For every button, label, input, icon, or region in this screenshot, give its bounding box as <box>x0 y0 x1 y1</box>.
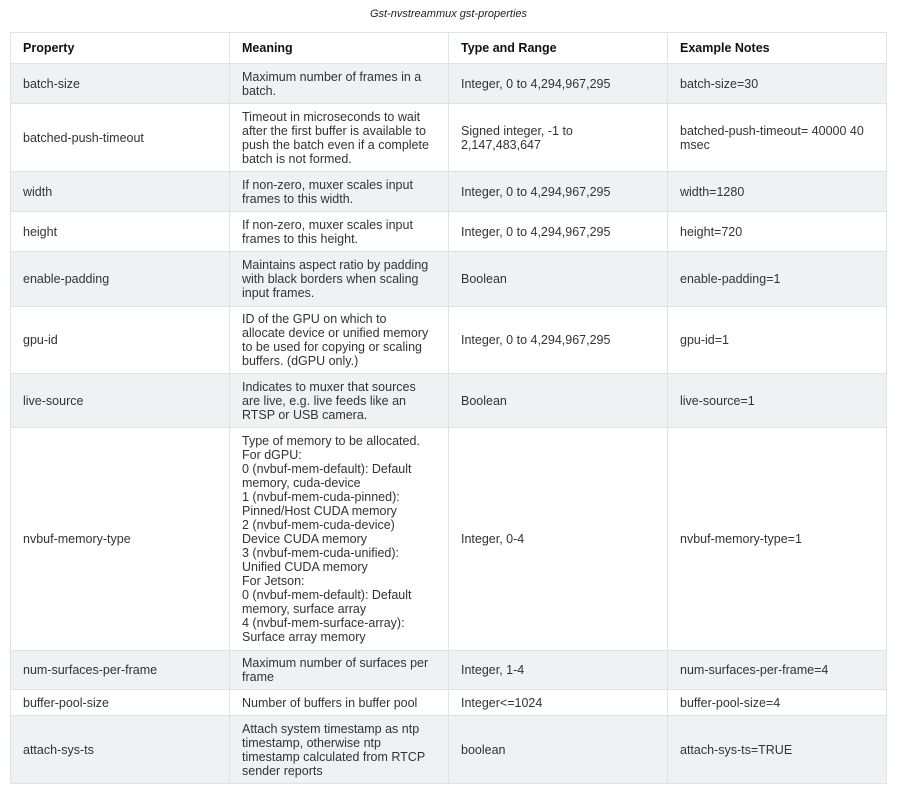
header-type-range: Type and Range <box>448 32 668 64</box>
table-row: nvbuf-memory-type Type of memory to be al… <box>10 427 887 651</box>
cell-property: batched-push-timeout <box>10 103 230 172</box>
cell-meaning: ID of the GPU on which to allocate devic… <box>229 306 449 374</box>
cell-type-range: Integer, 1-4 <box>448 650 668 690</box>
cell-example: nvbuf-memory-type=1 <box>667 427 887 651</box>
table-row: height If non-zero, muxer scales input fr… <box>10 211 887 252</box>
cell-example: buffer-pool-size=4 <box>667 689 887 716</box>
table-caption: Gst-nvstreammux gst-properties <box>369 8 528 20</box>
cell-property: buffer-pool-size <box>10 689 230 716</box>
table-row: num-surfaces-per-frame Maximum number of … <box>10 650 887 690</box>
cell-property: enable-padding <box>10 251 230 307</box>
cell-type-range: boolean <box>448 715 668 784</box>
cell-meaning: Maintains aspect ratio by padding with b… <box>229 251 449 307</box>
cell-example: width=1280 <box>667 171 887 212</box>
cell-property: live-source <box>10 373 230 428</box>
cell-property: nvbuf-memory-type <box>10 427 230 651</box>
cell-property: height <box>10 211 230 252</box>
table-row: buffer-pool-size Number of buffers in buf… <box>10 689 887 716</box>
cell-meaning: If non-zero, muxer scales input frames t… <box>229 211 449 252</box>
properties-table: Property Meaning Type and Range Example … <box>10 32 887 784</box>
cell-meaning: Maximum number of frames in a batch. <box>229 63 449 104</box>
cell-meaning: Number of buffers in buffer pool <box>229 689 449 716</box>
cell-property: attach-sys-ts <box>10 715 230 784</box>
cell-example: batch-size=30 <box>667 63 887 104</box>
cell-property: batch-size <box>10 63 230 104</box>
cell-type-range: Integer, 0 to 4,294,967,295 <box>448 63 668 104</box>
cell-meaning: Type of memory to be allocated. For dGPU… <box>229 427 449 651</box>
table-row: width If non-zero, muxer scales input fra… <box>10 171 887 212</box>
cell-example: attach-sys-ts=TRUE <box>667 715 887 784</box>
cell-example: batched-push-timeout= 40000 40 msec <box>667 103 887 172</box>
header-meaning: Meaning <box>229 32 449 64</box>
cell-meaning: Indicates to muxer that sources are live… <box>229 373 449 428</box>
table-row: enable-padding Maintains aspect ratio by … <box>10 251 887 307</box>
table-row: live-source Indicates to muxer that sourc… <box>10 373 887 428</box>
cell-example: live-source=1 <box>667 373 887 428</box>
cell-property: width <box>10 171 230 212</box>
table-row: batch-size Maximum number of frames in a … <box>10 63 887 104</box>
cell-type-range: Boolean <box>448 373 668 428</box>
cell-type-range: Integer, 0 to 4,294,967,295 <box>448 171 668 212</box>
table-row: batched-push-timeout Timeout in microseco… <box>10 103 887 172</box>
header-property: Property <box>10 32 230 64</box>
cell-type-range: Signed integer, -1 to 2,147,483,647 <box>448 103 668 172</box>
cell-type-range: Integer<=1024 <box>448 689 668 716</box>
cell-property: num-surfaces-per-frame <box>10 650 230 690</box>
cell-meaning: If non-zero, muxer scales input frames t… <box>229 171 449 212</box>
cell-type-range: Integer, 0 to 4,294,967,295 <box>448 306 668 374</box>
header-example: Example Notes <box>667 32 887 64</box>
cell-example: enable-padding=1 <box>667 251 887 307</box>
table-row: gpu-id ID of the GPU on which to allocate… <box>10 306 887 374</box>
cell-example: num-surfaces-per-frame=4 <box>667 650 887 690</box>
cell-example: height=720 <box>667 211 887 252</box>
cell-meaning: Maximum number of surfaces per frame <box>229 650 449 690</box>
cell-example: gpu-id=1 <box>667 306 887 374</box>
cell-property: gpu-id <box>10 306 230 374</box>
header-row: Property Meaning Type and Range Example … <box>10 32 887 64</box>
cell-type-range: Integer, 0-4 <box>448 427 668 651</box>
cell-type-range: Integer, 0 to 4,294,967,295 <box>448 211 668 252</box>
cell-meaning: Timeout in microseconds to wait after th… <box>229 103 449 172</box>
cell-type-range: Boolean <box>448 251 668 307</box>
table-row: attach-sys-ts Attach system timestamp as … <box>10 715 887 784</box>
cell-meaning: Attach system timestamp as ntp timestamp… <box>229 715 449 784</box>
